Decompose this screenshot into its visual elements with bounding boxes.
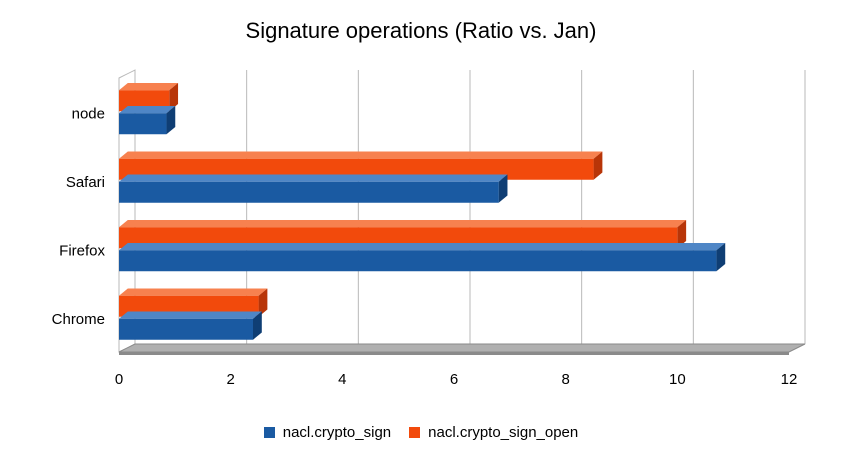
bar-nacl.crypto_sign_open-Firefox bbox=[119, 220, 687, 249]
x-tick-label: 4 bbox=[338, 371, 346, 388]
bar-front-face bbox=[119, 181, 499, 203]
bar-side-face bbox=[498, 174, 508, 203]
category-label-Safari: Safari bbox=[66, 174, 105, 191]
bar-front-face bbox=[119, 158, 594, 180]
bar-top-face bbox=[119, 106, 176, 114]
bar-top-face bbox=[119, 288, 268, 296]
bar-side-face bbox=[253, 311, 262, 340]
bar-side-face bbox=[593, 151, 603, 180]
bar-nacl.crypto_sign_open-node bbox=[119, 83, 179, 112]
legend-label-series-1: nacl.crypto_sign_open bbox=[428, 424, 579, 441]
legend-swatch-series-0 bbox=[263, 427, 275, 438]
x-tick-label: 2 bbox=[226, 371, 234, 388]
chart-title: Signature operations (Ratio vs. Jan) bbox=[245, 18, 597, 43]
legend-swatch-series-1 bbox=[409, 427, 421, 438]
bar-front-face bbox=[119, 113, 167, 135]
bar-nacl.crypto_sign-Firefox bbox=[119, 243, 726, 272]
x-tick-label: 6 bbox=[450, 371, 458, 388]
category-label-node: node bbox=[72, 105, 105, 122]
chart-floor bbox=[118, 343, 806, 353]
x-tick-label: 0 bbox=[115, 371, 123, 388]
x-tick-label: 12 bbox=[781, 371, 798, 388]
bar-nacl.crypto_sign-Chrome bbox=[119, 311, 262, 340]
legend-item-series-1: nacl.crypto_sign_open bbox=[409, 424, 578, 441]
bar-top-face bbox=[119, 311, 262, 319]
legend: nacl.crypto_sign nacl.crypto_sign_open bbox=[0, 424, 842, 441]
bar-side-face bbox=[716, 243, 726, 272]
bar-nacl.crypto_sign_open-Safari bbox=[119, 151, 603, 180]
bar-front-face bbox=[119, 318, 253, 340]
category-label-Firefox: Firefox bbox=[59, 242, 105, 259]
bar-chart: Chrome Firefox Safari node 0 2 4 6 8 10 12 bbox=[52, 69, 806, 388]
bar-front-face bbox=[119, 295, 259, 317]
bar-top-face bbox=[119, 243, 726, 251]
bar-side-face bbox=[258, 288, 268, 317]
legend-item-series-0: nacl.crypto_sign bbox=[263, 424, 392, 441]
bar-top-face bbox=[119, 220, 687, 228]
bar-side-face bbox=[166, 106, 176, 135]
bar-front-face bbox=[119, 250, 717, 272]
bar-top-face bbox=[119, 151, 603, 159]
category-label-Chrome: Chrome bbox=[52, 311, 105, 328]
bar-top-face bbox=[119, 83, 179, 91]
legend-label-series-0: nacl.crypto_sign bbox=[282, 424, 392, 441]
chart-floor-edge bbox=[119, 352, 789, 355]
bar-front-face bbox=[119, 90, 170, 112]
x-tick-label: 10 bbox=[669, 371, 686, 388]
bar-nacl.crypto_sign-node bbox=[119, 106, 176, 135]
bar-side-face bbox=[677, 220, 687, 249]
bar-nacl.crypto_sign-Safari bbox=[119, 174, 508, 203]
bar-front-face bbox=[119, 227, 678, 249]
x-tick-label: 8 bbox=[561, 371, 569, 388]
bar-nacl.crypto_sign_open-Chrome bbox=[119, 288, 268, 317]
bar-side-face bbox=[169, 83, 179, 112]
bar-top-face bbox=[119, 174, 508, 182]
